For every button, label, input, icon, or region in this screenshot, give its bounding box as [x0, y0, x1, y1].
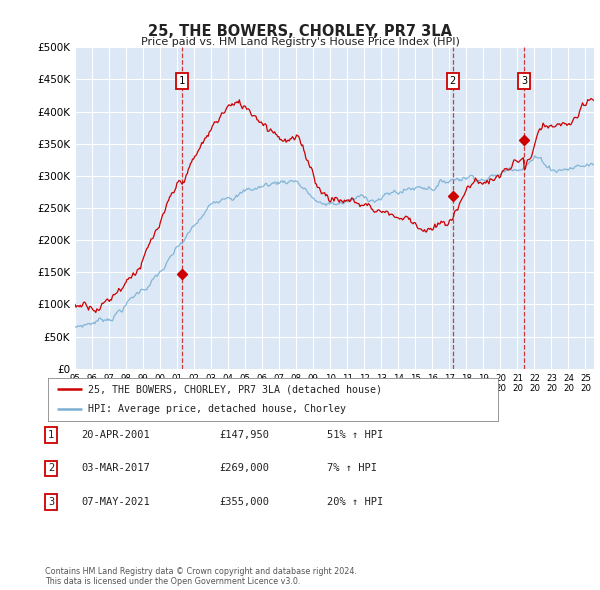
Text: 7% ↑ HPI: 7% ↑ HPI: [327, 464, 377, 473]
Text: 3: 3: [521, 76, 527, 86]
Text: 51% ↑ HPI: 51% ↑ HPI: [327, 430, 383, 440]
Text: 3: 3: [48, 497, 54, 507]
Text: 03-MAR-2017: 03-MAR-2017: [81, 464, 150, 473]
Text: HPI: Average price, detached house, Chorley: HPI: Average price, detached house, Chor…: [89, 404, 347, 414]
Text: 1: 1: [179, 76, 185, 86]
Text: £269,000: £269,000: [219, 464, 269, 473]
Text: Price paid vs. HM Land Registry's House Price Index (HPI): Price paid vs. HM Land Registry's House …: [140, 37, 460, 47]
Text: 25, THE BOWERS, CHORLEY, PR7 3LA (detached house): 25, THE BOWERS, CHORLEY, PR7 3LA (detach…: [89, 384, 383, 394]
Text: 20% ↑ HPI: 20% ↑ HPI: [327, 497, 383, 507]
Text: This data is licensed under the Open Government Licence v3.0.: This data is licensed under the Open Gov…: [45, 578, 301, 586]
Text: 25, THE BOWERS, CHORLEY, PR7 3LA: 25, THE BOWERS, CHORLEY, PR7 3LA: [148, 24, 452, 38]
Text: 07-MAY-2021: 07-MAY-2021: [81, 497, 150, 507]
Text: Contains HM Land Registry data © Crown copyright and database right 2024.: Contains HM Land Registry data © Crown c…: [45, 567, 357, 576]
Text: 20-APR-2001: 20-APR-2001: [81, 430, 150, 440]
Text: 2: 2: [449, 76, 456, 86]
Text: £147,950: £147,950: [219, 430, 269, 440]
Text: 1: 1: [48, 430, 54, 440]
Text: 2: 2: [48, 464, 54, 473]
Text: £355,000: £355,000: [219, 497, 269, 507]
